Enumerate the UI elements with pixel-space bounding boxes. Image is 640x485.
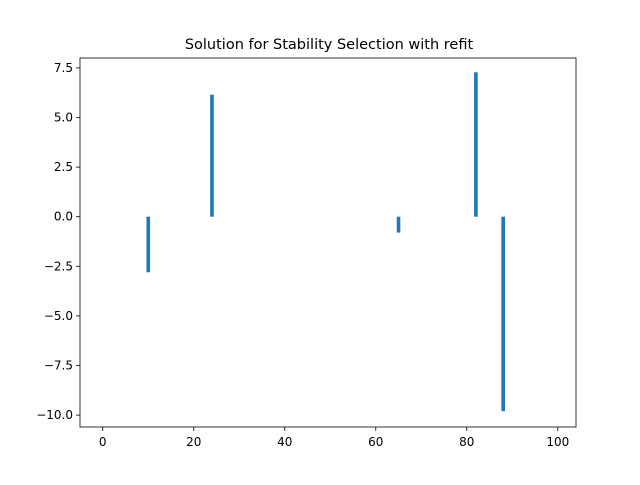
x-tick-label-2: 40: [277, 435, 292, 449]
x-tick-label-5: 100: [546, 435, 569, 449]
y-tick-label-3: 0.0: [54, 210, 73, 224]
y-tick-label-4: −2.5: [44, 259, 73, 273]
plot-frame: [79, 57, 577, 428]
bar-2: [396, 216, 401, 233]
chart-title: Solution for Stability Selection with re…: [185, 37, 474, 53]
bar-4: [501, 216, 505, 412]
x-tick-label-0: 0: [99, 435, 107, 449]
x-axis: 0 20 40 60 80 100: [99, 427, 569, 449]
y-tick-label-1: 5.0: [54, 111, 73, 125]
y-tick-label-2: 2.5: [54, 160, 73, 174]
y-tick-label-6: −7.5: [44, 359, 73, 373]
y-tick-label-0: 7.5: [54, 61, 73, 75]
y-tick-label-7: −10.0: [36, 408, 73, 422]
x-tick-label-4: 80: [459, 435, 474, 449]
bar-1: [210, 94, 214, 217]
y-tick-label-5: −5.0: [44, 309, 73, 323]
y-axis: 7.5 5.0 2.5 0.0 −2.5 −5.0 −7.5 −10.0: [36, 61, 80, 422]
x-tick-label-3: 60: [368, 435, 383, 449]
x-tick-label-1: 20: [186, 435, 201, 449]
bars-group: [146, 72, 505, 412]
bar-0: [146, 216, 151, 273]
bar-3: [474, 72, 478, 217]
